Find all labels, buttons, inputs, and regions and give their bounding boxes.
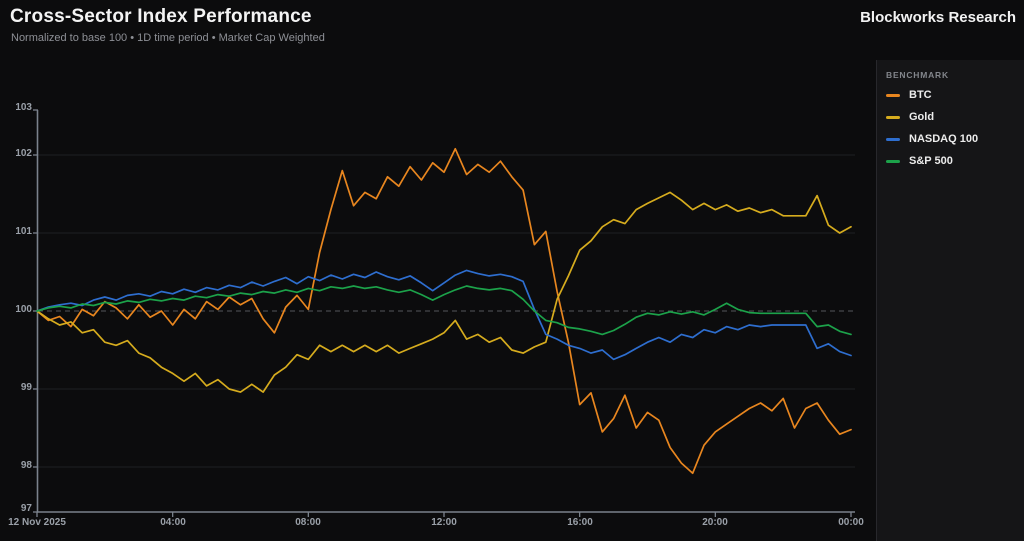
page-title: Cross-Sector Index Performance (10, 6, 312, 27)
x-axis-label: 20:00 (702, 517, 728, 528)
x-axis-label: 00:00 (838, 517, 864, 528)
chart-plot-area[interactable] (0, 0, 875, 541)
y-axis-label: 101 (15, 226, 32, 237)
legend-item-sp-500[interactable]: S&P 500 (877, 150, 1024, 172)
series-line-s-p-500 (36, 285, 852, 336)
series-line-nasdaq-100 (36, 269, 852, 361)
x-axis-label: 16:00 (567, 517, 593, 528)
legend-item-label: NASDAQ 100 (909, 133, 979, 145)
legend-item-btc[interactable]: BTC (877, 84, 1024, 106)
x-axis-date-label: 12 Nov 2025 (8, 517, 66, 528)
gold-line-swatch (886, 115, 900, 119)
benchmark-legend-panel: BENCHMARK BTC Gold NASDAQ 100 S&P 500 (876, 60, 1024, 541)
y-axis-label: 103 (15, 102, 32, 113)
legend-item-gold[interactable]: Gold (877, 106, 1024, 128)
brand-logo: Blockworks Research (860, 9, 1016, 26)
y-axis-label: 102 (15, 148, 32, 159)
x-axis-label: 08:00 (295, 517, 321, 528)
legend-item-label: BTC (909, 89, 932, 101)
legend-item-label: S&P 500 (909, 155, 953, 167)
y-axis-label: 97 (20, 503, 32, 514)
series-lines (36, 147, 852, 475)
btc-line-swatch (886, 93, 900, 97)
gridlines (38, 154, 855, 468)
nasdaq-line-swatch (886, 137, 900, 141)
legend-title: BENCHMARK (886, 70, 949, 80)
sp500-line-swatch (886, 159, 900, 163)
chart-container: 103 102 101 100 99 98 97 12 Nov 2025 04:… (0, 0, 875, 541)
legend-item-nasdaq-100[interactable]: NASDAQ 100 (877, 128, 1024, 150)
page-subtitle: Normalized to base 100 • 1D time period … (11, 32, 325, 44)
y-axis-label: 98 (20, 460, 32, 471)
series-line-btc (36, 147, 852, 475)
x-axis-label: 04:00 (160, 517, 186, 528)
series-line-gold (36, 191, 852, 393)
y-axis-label: 99 (20, 382, 32, 393)
x-axis-label: 12:00 (431, 517, 457, 528)
legend-item-label: Gold (909, 111, 935, 123)
y-axis-label: 100 (15, 304, 32, 315)
